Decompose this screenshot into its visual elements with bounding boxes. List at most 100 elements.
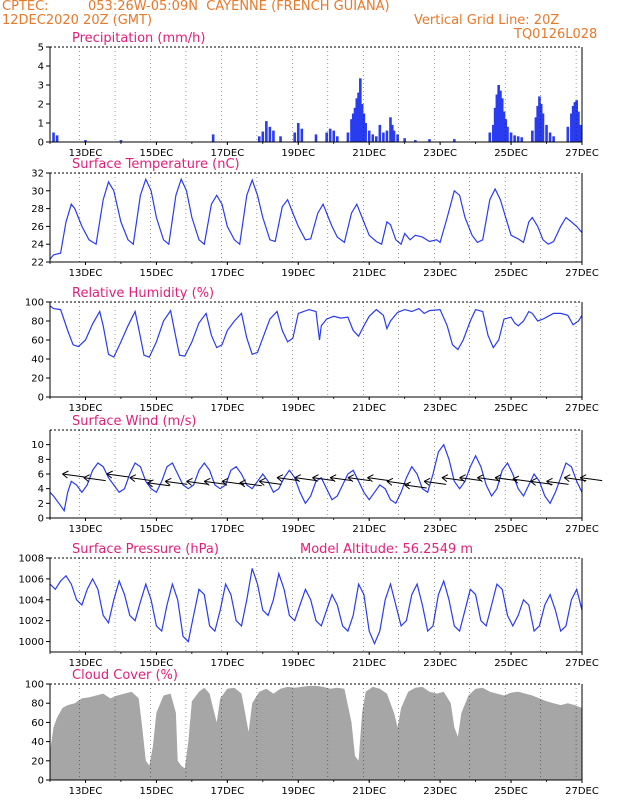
precip-bar bbox=[520, 137, 524, 142]
precip-bar bbox=[265, 121, 268, 142]
wind-arrow bbox=[367, 474, 390, 483]
precip-bar bbox=[577, 111, 580, 142]
wind-arrow bbox=[477, 474, 500, 483]
cloud-xtick-label: 21DEC bbox=[352, 786, 386, 797]
wind-arrow bbox=[239, 479, 262, 488]
wind-ytick-label: 0 bbox=[38, 514, 44, 525]
header-init-time: 12DEC2020 20Z (GMT) bbox=[2, 13, 153, 28]
temp-xtick-label: 23DEC bbox=[423, 268, 457, 279]
precip-bar bbox=[545, 124, 548, 142]
header-location: 053:26W-05:09N CAYENNE (FRENCH GUIANA) bbox=[88, 0, 390, 14]
temp-xtick-label: 21DEC bbox=[352, 268, 386, 279]
wind-xtick-label: 25DEC bbox=[494, 524, 528, 535]
precip-bar bbox=[488, 132, 492, 142]
rh-ytick-label: 60 bbox=[31, 336, 44, 347]
pressure-xtick-label: 17DEC bbox=[210, 658, 244, 669]
wind-ytick-label: 2 bbox=[38, 499, 44, 510]
precip-bar bbox=[548, 132, 552, 142]
wind-ytick-label: 6 bbox=[38, 470, 44, 481]
rh-xtick-label: 21DEC bbox=[352, 403, 386, 414]
pressure-ytick-label: 1006 bbox=[19, 574, 44, 585]
precip-bar bbox=[534, 117, 538, 142]
rh-xtick-label: 15DEC bbox=[140, 403, 174, 414]
temp-xtick-label: 13DEC bbox=[69, 268, 103, 279]
precip-bar bbox=[392, 130, 396, 142]
precip-bar bbox=[257, 136, 261, 142]
panel-temp: 22 24 26 28 30 32 13DEC 15DEC 17DEC 19DEC 21DEC 23D… bbox=[31, 157, 599, 279]
precip-xtick-label: 17DEC bbox=[210, 148, 244, 159]
rh-ytick-label: 100 bbox=[25, 298, 44, 309]
pressure-xtick-label: 19DEC bbox=[281, 658, 315, 669]
precip-bar bbox=[538, 96, 541, 142]
precip-bar bbox=[573, 102, 577, 142]
temp-ytick-label: 22 bbox=[31, 258, 44, 269]
precip-bar bbox=[502, 111, 506, 142]
precip-bar bbox=[359, 78, 362, 142]
temp-xtick-label: 27DEC bbox=[565, 268, 599, 279]
precip-bar bbox=[575, 100, 578, 142]
rh-xtick-label: 13DEC bbox=[69, 403, 103, 414]
pressure-annotation: Model Altitude: 56.2549 m bbox=[300, 542, 473, 557]
precip-xtick-label: 21DEC bbox=[352, 148, 386, 159]
wind-arrow bbox=[459, 474, 482, 483]
precip-bar bbox=[493, 107, 497, 142]
cloud-ytick-label: 80 bbox=[31, 699, 44, 710]
rh-ytick-label: 20 bbox=[31, 374, 44, 385]
precip-ytick-label: 2 bbox=[38, 100, 44, 111]
temp-xtick-label: 17DEC bbox=[210, 268, 244, 279]
wind-arrow bbox=[186, 477, 209, 486]
precip-bar bbox=[300, 128, 304, 142]
cloud-ytick-label: 100 bbox=[25, 680, 44, 691]
precip-bar bbox=[578, 124, 582, 142]
precip-bar bbox=[314, 134, 318, 142]
pressure-xtick-label: 15DEC bbox=[140, 658, 174, 669]
rh-ytick-label: 80 bbox=[31, 317, 44, 328]
precip-bar bbox=[279, 136, 282, 142]
wind-xtick-label: 23DEC bbox=[423, 524, 457, 535]
precip-xtick-label: 27DEC bbox=[565, 148, 599, 159]
precip-bar bbox=[332, 130, 336, 142]
precip-bar bbox=[389, 117, 392, 142]
precip-bar bbox=[516, 136, 520, 142]
precip-bar bbox=[414, 140, 417, 142]
temp-line bbox=[49, 177, 583, 260]
precip-bar bbox=[272, 130, 275, 142]
temp-title: Surface Temperature (nC) bbox=[72, 157, 240, 172]
precip-bar bbox=[506, 126, 509, 142]
wind-arrow bbox=[546, 477, 569, 486]
wind-arrow bbox=[441, 474, 464, 483]
precip-bar bbox=[52, 132, 55, 142]
precip-bar bbox=[84, 140, 87, 142]
precip-bar bbox=[428, 139, 431, 142]
precip-title: Precipitation (mm/h) bbox=[72, 31, 205, 46]
wind-arrow bbox=[329, 474, 353, 483]
temp-ytick-label: 30 bbox=[31, 186, 44, 197]
precip-bar bbox=[211, 134, 215, 142]
header-source: CPTEC: bbox=[2, 0, 49, 14]
cloud-xtick-label: 13DEC bbox=[69, 786, 103, 797]
rh-ytick-label: 40 bbox=[31, 355, 44, 366]
precip-bar bbox=[353, 107, 357, 142]
cloud-ytick-label: 0 bbox=[38, 776, 44, 787]
temp-ytick-label: 28 bbox=[31, 204, 44, 215]
precip-ytick-label: 3 bbox=[38, 81, 44, 92]
panel-cloud: 0 20 40 60 80 100 13DEC 15DEC 17DEC 19DEC 21DEC 23D… bbox=[25, 668, 599, 797]
precip-bar bbox=[362, 113, 366, 142]
precip-bar bbox=[403, 138, 406, 142]
precip-bar bbox=[492, 124, 495, 142]
precip-bar bbox=[497, 85, 500, 142]
precip-bar bbox=[325, 132, 328, 142]
precip-bar bbox=[499, 90, 502, 142]
precip-bar bbox=[541, 113, 545, 142]
cloud-xtick-label: 15DEC bbox=[140, 786, 174, 797]
precip-bar bbox=[382, 132, 385, 142]
precip-bar bbox=[536, 105, 539, 142]
wind-arrow bbox=[129, 474, 152, 483]
pressure-title: Surface Pressure (hPa) bbox=[72, 542, 219, 557]
precip-xtick-label: 19DEC bbox=[281, 148, 315, 159]
wind-line bbox=[49, 443, 583, 513]
precip-bar bbox=[539, 104, 543, 142]
precip-bar bbox=[335, 136, 339, 142]
wind-xtick-label: 19DEC bbox=[281, 524, 315, 535]
